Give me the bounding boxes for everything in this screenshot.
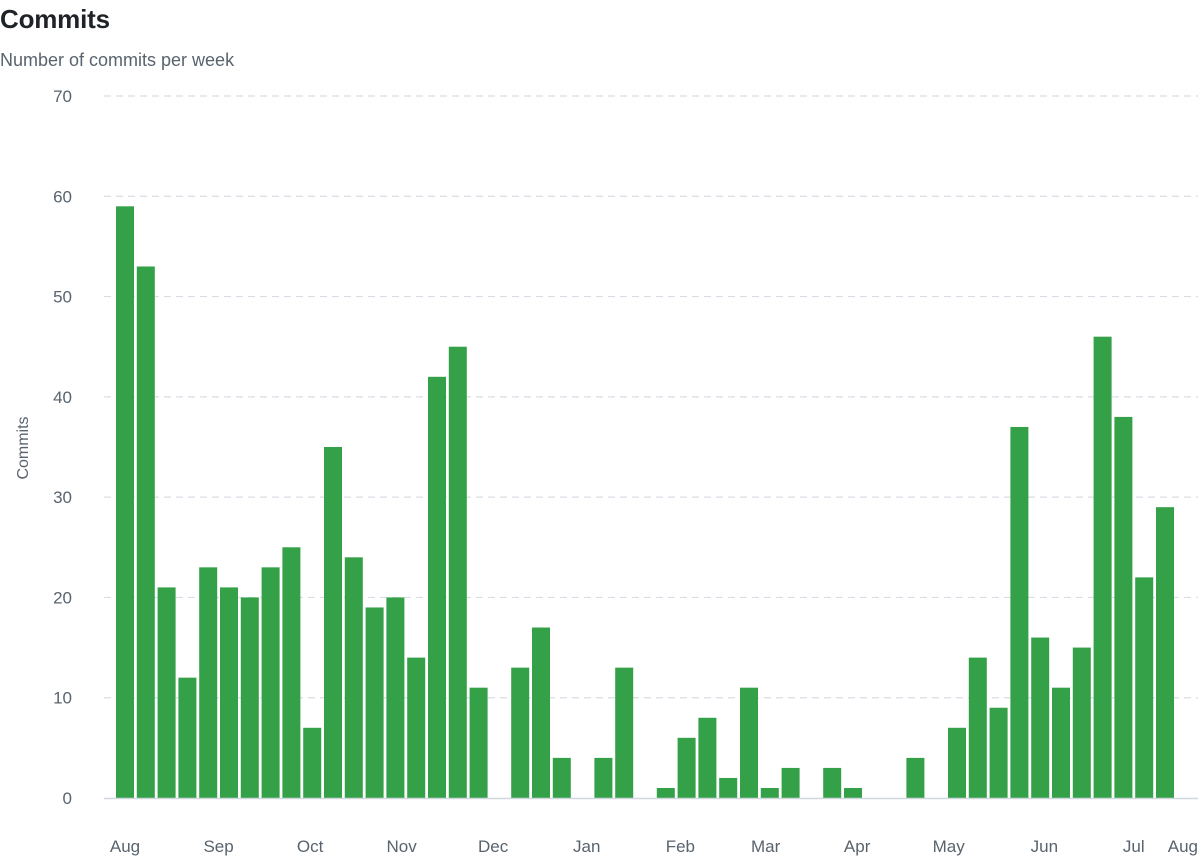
bar [823, 767, 842, 798]
bar [615, 667, 634, 798]
bar [719, 777, 738, 798]
y-tick-label: 70 [53, 87, 72, 106]
x-tick-label: Jan [573, 837, 600, 856]
bar [532, 627, 550, 798]
bar [407, 657, 426, 798]
bar [511, 667, 530, 798]
bar [261, 567, 280, 798]
chart-subtitle: Number of commits per week [0, 50, 235, 70]
bar [1031, 637, 1050, 798]
y-tick-label: 40 [53, 388, 72, 407]
bar [677, 737, 696, 798]
bar [1052, 687, 1070, 798]
bar [220, 587, 238, 798]
bar [698, 717, 717, 798]
x-tick-label: Aug [110, 837, 140, 856]
x-tick-label: Jun [1031, 837, 1058, 856]
chart-title: Commits [0, 4, 110, 34]
bar [178, 677, 197, 798]
x-tick-label: Dec [478, 837, 509, 856]
bar [594, 757, 613, 798]
y-axis-ticks: 0 10 20 30 40 50 60 70 [53, 87, 72, 808]
bar [844, 787, 862, 798]
x-tick-label: Oct [297, 837, 324, 856]
bar [157, 587, 176, 798]
bar [656, 787, 675, 798]
x-tick-label: Sep [203, 837, 233, 856]
y-tick-label: 60 [53, 187, 72, 206]
bar [1156, 507, 1174, 798]
y-tick-label: 20 [53, 588, 72, 607]
x-tick-label: Apr [844, 837, 871, 856]
bar [448, 346, 467, 798]
x-tick-label: May [933, 837, 966, 856]
bar [989, 707, 1008, 798]
bar [1114, 416, 1133, 798]
bars [116, 206, 1174, 799]
bar [324, 447, 342, 798]
y-tick-label: 10 [53, 689, 72, 708]
x-tick-label: Jul [1123, 837, 1145, 856]
bar [344, 557, 363, 798]
bar [968, 657, 987, 798]
bar [116, 206, 134, 799]
bar [948, 727, 966, 798]
bar [1093, 336, 1112, 798]
y-tick-label: 30 [53, 488, 72, 507]
bar [303, 727, 322, 798]
bar [199, 567, 218, 798]
y-tick-label: 0 [63, 789, 72, 808]
bar [428, 376, 446, 798]
bar [136, 266, 155, 798]
bar [282, 547, 301, 798]
bar [1135, 577, 1154, 798]
bar [781, 767, 800, 798]
bar [760, 787, 779, 798]
x-tick-label: Mar [751, 837, 781, 856]
y-tick-label: 50 [53, 288, 72, 307]
bar [240, 597, 259, 798]
x-axis-ticks: Aug Sep Oct Nov Dec Jan Feb Mar Apr May Jun Jul Aug [110, 837, 1198, 856]
bar [1010, 426, 1029, 798]
bar [740, 687, 758, 798]
x-tick-label: Nov [387, 837, 418, 856]
x-tick-label: Feb [666, 837, 695, 856]
bar [386, 597, 405, 798]
x-tick-label: Aug [1168, 837, 1198, 856]
y-axis-title: Commits [15, 416, 32, 479]
bar [365, 607, 384, 798]
bar [469, 687, 488, 798]
bar [906, 757, 925, 798]
bar [1072, 647, 1091, 798]
bar [552, 757, 571, 798]
